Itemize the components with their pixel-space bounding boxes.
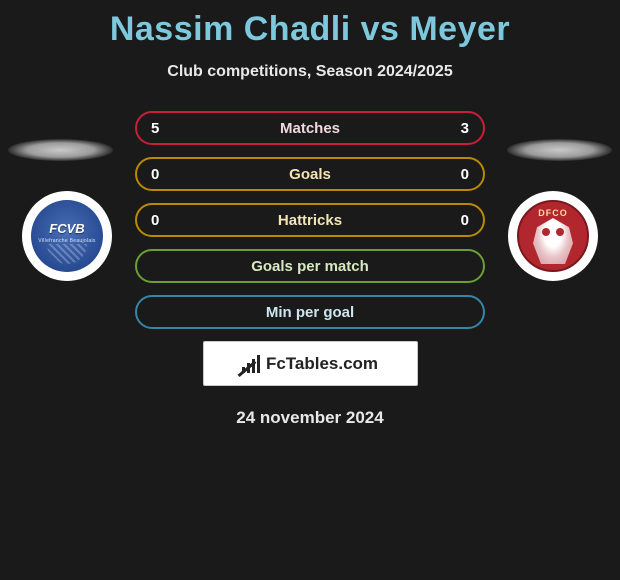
stat-row: 0Hattricks0 (135, 203, 485, 237)
stat-right-value: 0 (461, 212, 469, 229)
brand-box: FcTables.com (203, 341, 418, 386)
brand-chart-icon (242, 355, 260, 373)
stat-left-value: 5 (151, 120, 159, 137)
owl-icon (533, 218, 573, 264)
brand-text: FcTables.com (266, 354, 378, 374)
stat-label: Goals per match (137, 258, 483, 275)
right-shadow (507, 139, 612, 161)
stat-label: Goals (137, 166, 483, 183)
stat-row: Min per goal (135, 295, 485, 329)
stat-right-value: 3 (461, 120, 469, 137)
left-shadow (8, 139, 113, 161)
stat-row: Goals per match (135, 249, 485, 283)
left-team-sub: Villefranche Beaujolais (38, 238, 95, 244)
stat-row: 5Matches3 (135, 111, 485, 145)
fcvb-crest: FCVB Villefranche Beaujolais (31, 200, 103, 272)
page-title: Nassim Chadli vs Meyer (0, 0, 620, 49)
stat-label: Hattricks (137, 212, 483, 229)
dfco-crest: DFCO (517, 200, 589, 272)
date: 24 november 2024 (0, 408, 620, 428)
left-team-badge: FCVB Villefranche Beaujolais (22, 191, 112, 281)
comparison-panel: FCVB Villefranche Beaujolais DFCO 5Match… (0, 111, 620, 428)
stat-rows: 5Matches30Goals00Hattricks0Goals per mat… (135, 111, 485, 329)
subtitle: Club competitions, Season 2024/2025 (0, 63, 620, 81)
stat-left-value: 0 (151, 166, 159, 183)
left-team-abbr: FCVB (49, 221, 84, 236)
stat-label: Matches (137, 120, 483, 137)
stat-right-value: 0 (461, 166, 469, 183)
stat-row: 0Goals0 (135, 157, 485, 191)
stat-label: Min per goal (137, 304, 483, 321)
right-team-badge: DFCO (508, 191, 598, 281)
right-team-abbr: DFCO (538, 208, 568, 218)
stat-left-value: 0 (151, 212, 159, 229)
